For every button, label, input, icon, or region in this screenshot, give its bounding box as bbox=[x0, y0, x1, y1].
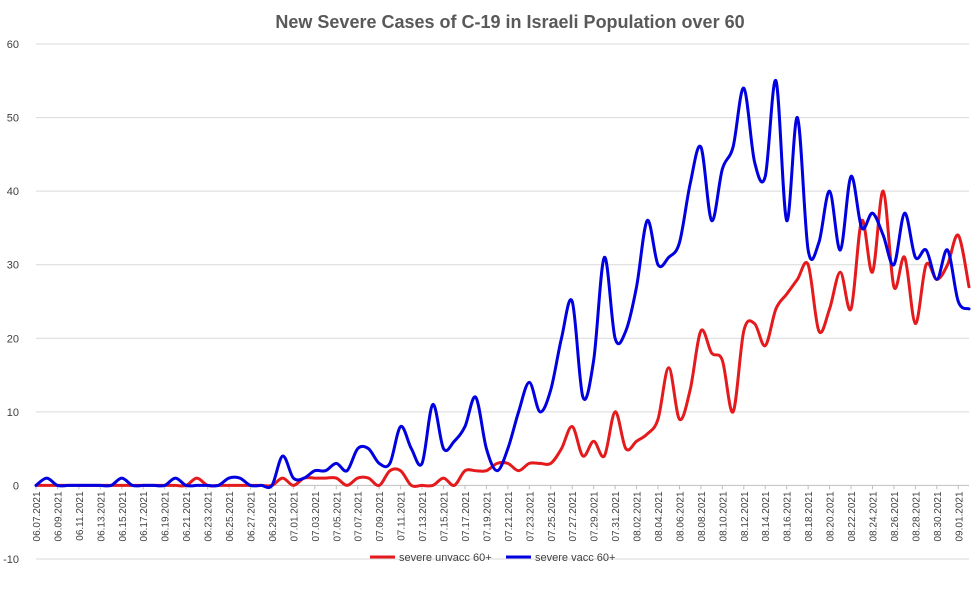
x-tick-label: 08.16.2021 bbox=[783, 491, 794, 541]
y-axis-ticks: -10 0 10 20 30 40 50 60 bbox=[3, 39, 19, 566]
x-tick-label: 08.12.2021 bbox=[740, 491, 751, 541]
x-tick-label: 06.25.2021 bbox=[225, 491, 236, 541]
x-tick-label: 06.27.2021 bbox=[246, 491, 257, 541]
x-tick-label: 06.21.2021 bbox=[182, 491, 193, 541]
x-tick-label: 08.28.2021 bbox=[911, 491, 922, 541]
y-tick-label: 0 bbox=[13, 480, 19, 492]
legend: severe unvacc 60+ severe vacc 60+ bbox=[370, 552, 615, 564]
x-tick-label: 09.01.2021 bbox=[954, 491, 965, 541]
x-tick-label: 07.01.2021 bbox=[289, 491, 300, 541]
x-axis-ticks: 06.07.2021 06.09.2021 06.11.2021 06.13.2021… bbox=[32, 485, 965, 541]
y-tick-label: 20 bbox=[7, 333, 19, 345]
gridlines bbox=[36, 43, 969, 560]
x-tick-label: 07.09.2021 bbox=[375, 491, 386, 541]
x-tick-label: 07.19.2021 bbox=[482, 491, 493, 541]
x-tick-label: 07.25.2021 bbox=[547, 491, 558, 541]
series-line-vacc bbox=[34, 79, 971, 490]
x-tick-label: 06.23.2021 bbox=[204, 491, 215, 541]
x-tick-label: 07.13.2021 bbox=[418, 491, 429, 541]
x-tick-label: 08.08.2021 bbox=[697, 491, 708, 541]
x-tick-label: 07.21.2021 bbox=[504, 491, 515, 541]
y-tick-label: 50 bbox=[7, 113, 19, 125]
x-tick-label: 08.06.2021 bbox=[675, 491, 686, 541]
y-tick-label: 60 bbox=[7, 39, 19, 51]
y-tick-label: -10 bbox=[3, 554, 19, 566]
x-tick-label: 06.07.2021 bbox=[32, 491, 43, 541]
x-tick-label: 07.07.2021 bbox=[354, 491, 365, 541]
x-tick-label: 08.30.2021 bbox=[933, 491, 944, 541]
x-tick-label: 08.10.2021 bbox=[718, 491, 729, 541]
x-tick-label: 08.04.2021 bbox=[654, 491, 665, 541]
x-tick-label: 07.05.2021 bbox=[332, 491, 343, 541]
x-tick-label: 07.17.2021 bbox=[461, 491, 472, 541]
x-tick-label: 06.13.2021 bbox=[96, 491, 107, 541]
x-tick-label: 08.22.2021 bbox=[847, 491, 858, 541]
y-tick-label: 30 bbox=[7, 260, 19, 272]
x-tick-label: 07.15.2021 bbox=[440, 491, 451, 541]
x-tick-label: 08.20.2021 bbox=[826, 491, 837, 541]
x-tick-label: 07.29.2021 bbox=[590, 491, 601, 541]
x-tick-label: 06.17.2021 bbox=[139, 491, 150, 541]
series-line-unvacc bbox=[34, 189, 971, 489]
chart-title: New Severe Cases of C-19 in Israeli Popu… bbox=[275, 12, 744, 32]
x-tick-label: 08.02.2021 bbox=[633, 491, 644, 541]
series-lines bbox=[34, 79, 971, 490]
x-tick-label: 08.26.2021 bbox=[890, 491, 901, 541]
legend-label-unvacc: severe unvacc 60+ bbox=[399, 552, 492, 564]
x-tick-label: 06.11.2021 bbox=[75, 491, 86, 541]
x-tick-label: 07.31.2021 bbox=[611, 491, 622, 541]
x-tick-label: 07.03.2021 bbox=[311, 491, 322, 541]
x-tick-label: 06.19.2021 bbox=[161, 491, 172, 541]
x-tick-label: 07.11.2021 bbox=[397, 491, 408, 541]
x-tick-label: 08.18.2021 bbox=[804, 491, 815, 541]
legend-label-vacc: severe vacc 60+ bbox=[535, 552, 615, 564]
x-tick-label: 08.14.2021 bbox=[761, 491, 772, 541]
x-tick-label: 06.29.2021 bbox=[268, 491, 279, 541]
y-tick-label: 10 bbox=[7, 407, 19, 419]
x-tick-label: 08.24.2021 bbox=[868, 491, 879, 541]
x-tick-label: 07.23.2021 bbox=[525, 491, 536, 541]
x-tick-label: 06.15.2021 bbox=[118, 491, 129, 541]
x-tick-label: 07.27.2021 bbox=[568, 491, 579, 541]
x-tick-label: 06.09.2021 bbox=[53, 491, 64, 541]
y-tick-label: 40 bbox=[7, 186, 19, 198]
